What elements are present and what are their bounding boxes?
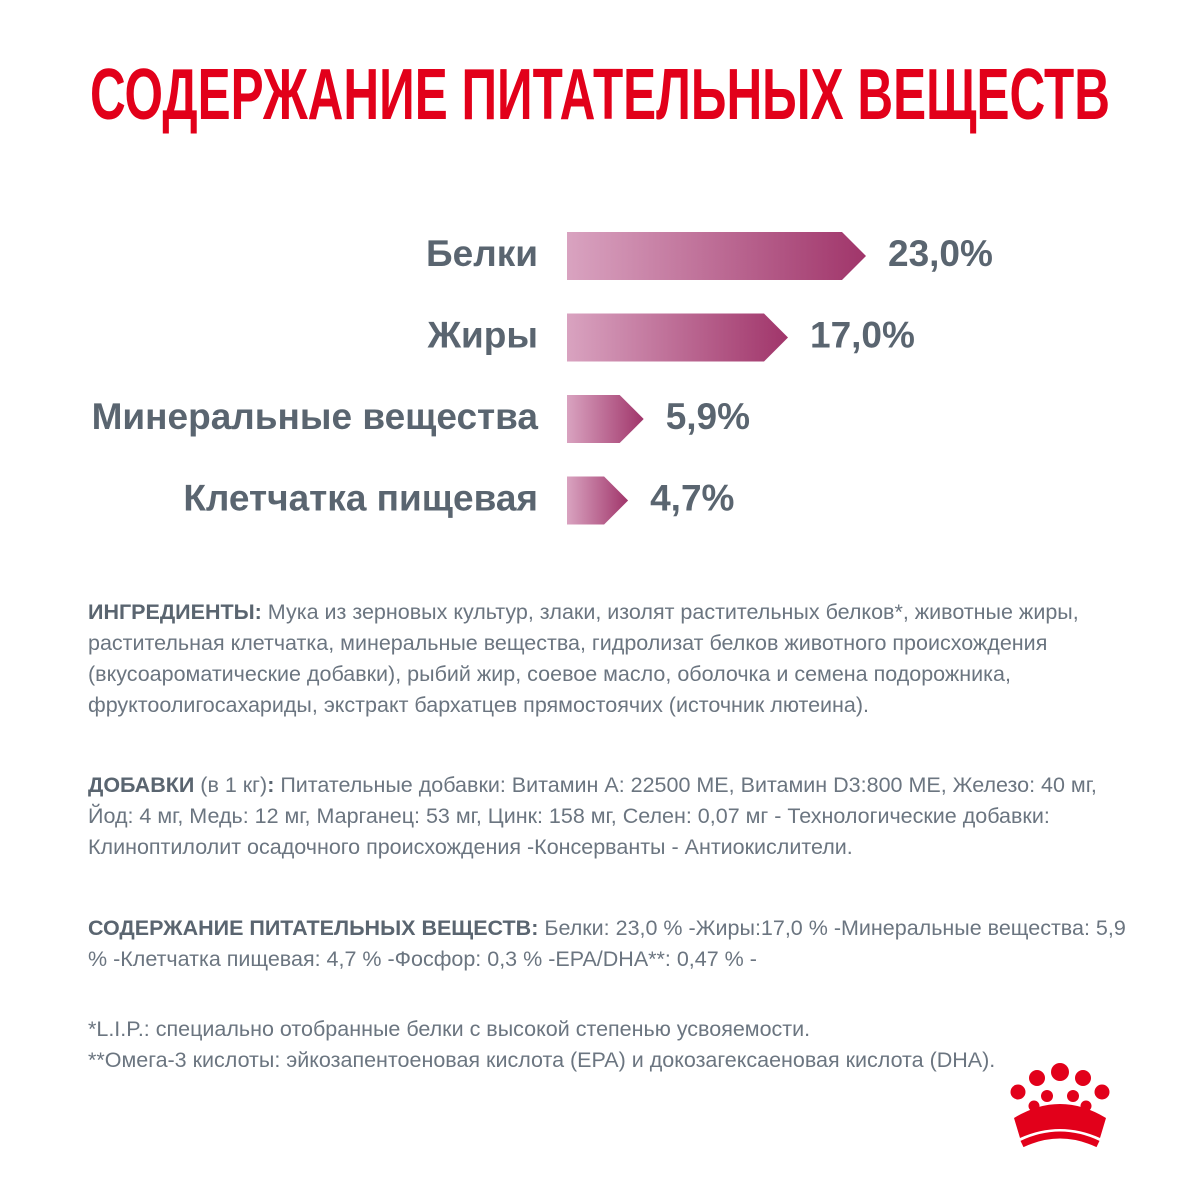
category-label: Жиры xyxy=(427,314,538,355)
chart-title: СОДЕРЖАНИЕ ПИТАТЕЛЬНЫХ ВЕЩЕСТВ xyxy=(90,55,1110,135)
paragraph: ДОБАВКИ (в 1 кг): Питательные добавки: В… xyxy=(88,770,1128,863)
paragraph: СОДЕРЖАНИЕ ПИТАТЕЛЬНЫХ ВЕЩЕСТВ: Белки: 2… xyxy=(88,913,1128,975)
bar xyxy=(567,232,866,280)
text: (в 1 кг) xyxy=(194,773,268,797)
value-label: 4,7% xyxy=(650,477,734,518)
logo xyxy=(1010,1063,1110,1148)
bar xyxy=(567,395,644,443)
footnote: **Омега-3 кислоты: эйкозапентоеновая кис… xyxy=(88,1048,996,1072)
paragraph: ИНГРЕДИЕНТЫ: Мука из зерновых культур, з… xyxy=(88,597,1128,721)
value-label: 17,0% xyxy=(810,314,915,355)
text: Питательные добавки: Витамин А: 22500 МЕ… xyxy=(88,773,1097,859)
label: ИНГРЕДИЕНТЫ: xyxy=(88,600,262,624)
footnote: *L.I.P.: специально отобранные белки с в… xyxy=(88,1017,811,1041)
category-label: Белки xyxy=(426,233,538,274)
category-label: Минеральные вещества xyxy=(92,396,539,437)
text: Мука из зерновых культур, злаки, изолят … xyxy=(88,600,1079,717)
bar xyxy=(567,313,788,362)
label: СОДЕРЖАНИЕ ПИТАТЕЛЬНЫХ ВЕЩЕСТВ: xyxy=(88,916,539,940)
footnotes: *L.I.P.: специально отобранные белки с в… xyxy=(88,1014,998,1076)
label: ДОБАВКИ xyxy=(88,773,195,797)
value-label: 23,0% xyxy=(888,233,993,274)
category-label: Клетчатка пищевая xyxy=(183,477,538,518)
chart: СОДЕРЖАНИЕ ПИТАТЕЛЬНЫХ ВЕЩЕСТВ Белки 23,0… xyxy=(90,55,1110,525)
bar xyxy=(567,476,629,525)
text: Белки: 23,0 % -Жиры:17,0 % -Минеральные … xyxy=(88,916,1126,971)
label: : xyxy=(267,773,275,797)
value-label: 5,9% xyxy=(666,396,750,437)
